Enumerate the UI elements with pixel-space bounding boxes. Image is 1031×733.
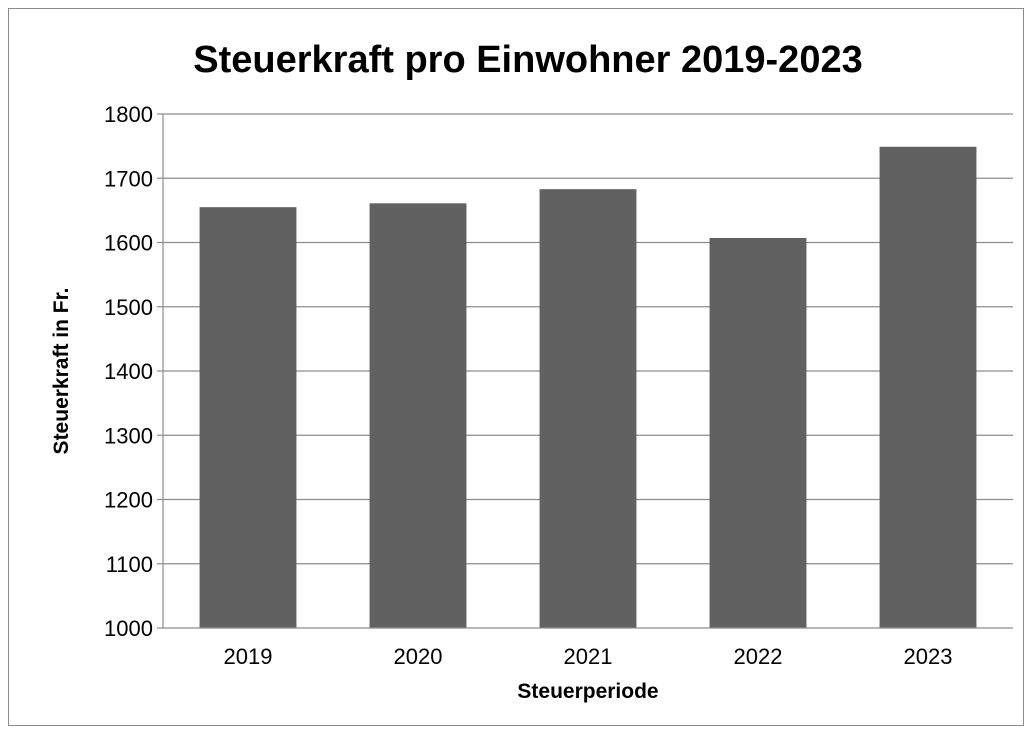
- y-tick-label: 1500: [104, 295, 153, 320]
- bar-2022: [709, 238, 807, 628]
- bar-2021: [539, 189, 637, 629]
- x-axis-title: Steuerperiode: [517, 680, 658, 703]
- chart-title: Steuerkraft pro Einwohner 2019-2023: [193, 39, 862, 81]
- x-tick-label: 2022: [734, 644, 783, 669]
- x-tick-label: 2023: [904, 644, 953, 669]
- bars: [199, 146, 977, 629]
- y-tick-label: 1000: [104, 616, 153, 641]
- x-tick-label: 2019: [224, 644, 273, 669]
- y-tick-label: 1300: [104, 423, 153, 448]
- y-tick-label: 1200: [104, 488, 153, 513]
- y-tick-label: 1100: [106, 552, 153, 577]
- bar-2020: [369, 203, 467, 628]
- y-tick-labels: 1000 1100 1200 1300 1400 1500 1600 1700 1800: [104, 102, 153, 641]
- chart-frame: [8, 8, 1024, 726]
- y-tick-label: 1600: [104, 231, 153, 256]
- y-tick-label: 1800: [104, 102, 153, 127]
- x-tick-label: 2020: [394, 644, 443, 669]
- y-tick-label: 1700: [104, 166, 153, 191]
- y-axis-title: Steuerkraft in Fr.: [50, 288, 73, 455]
- bar-2023: [879, 146, 977, 628]
- x-tick-label: 2021: [564, 644, 613, 669]
- y-tick-label: 1400: [104, 359, 153, 384]
- bar-2019: [199, 207, 297, 628]
- x-tick-labels: 2019 2020 2021 2022 2023: [224, 644, 953, 669]
